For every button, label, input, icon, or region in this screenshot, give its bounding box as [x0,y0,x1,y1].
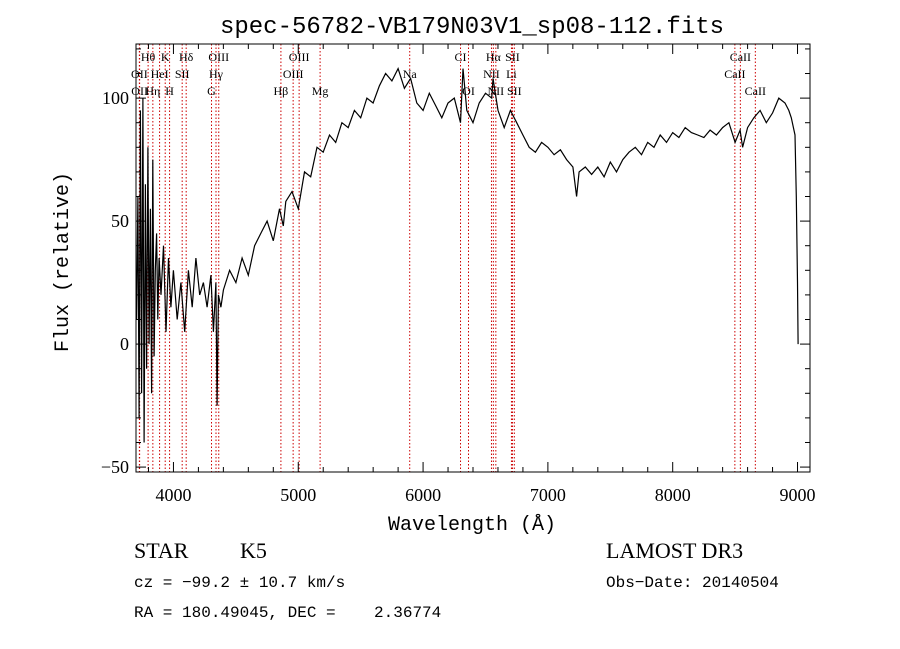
line-label-na: Na [403,67,418,81]
line-label-g: G [207,84,216,98]
line-label-sii: SII [507,84,522,98]
line-label-hη: Hη [145,84,160,98]
object-class: STAR [134,538,189,563]
line-label-caii: CaII [730,50,751,64]
line-label-mg: Mg [312,84,329,98]
x-tick-label: 5000 [280,485,316,505]
x-axis-label: Wavelength (Å) [388,514,556,537]
line-label-hγ: Hγ [209,67,224,81]
line-label-oiii: OIII [289,50,310,64]
line-label-hθ: Hθ [141,50,156,64]
redshift-text: cz = −99.2 ± 10.7 km/s [134,574,346,592]
line-label-caii: CaII [745,84,766,98]
survey-name: LAMOST DR3 [606,538,744,563]
x-tick-label: 9000 [780,485,816,505]
spectrum-line [136,67,799,443]
line-label-h: H [165,84,174,98]
line-label-hβ: Hβ [274,84,289,98]
line-label-oii: OII [131,84,148,98]
line-label-sii: SII [175,67,190,81]
axis-ticks [136,44,810,472]
chart-title: spec-56782-VB179N03V1_sp08-112.fits [220,14,724,41]
line-label-sii: SII [505,50,520,64]
x-tick-label: 7000 [530,485,566,505]
line-label-k: K [161,50,170,64]
object-subclass: K5 [240,538,267,563]
x-tick-label: 6000 [405,485,441,505]
y-tick-label: 50 [111,211,129,231]
spectral-line-markers [138,44,756,472]
line-label-hδ: Hδ [179,50,194,64]
x-tick-label: 4000 [155,485,191,505]
line-label-hα: Hα [486,50,502,64]
observation-date: Obs−Date: 20140504 [606,574,779,592]
x-tick-label: 8000 [655,485,691,505]
line-label-caii: CaII [724,67,745,81]
y-tick-label: −50 [101,457,129,477]
coordinates-text: RA = 180.49045, DEC = 2.36774 [134,604,442,622]
axis-tick-labels: 4000 5000 6000 7000 8000 9000 −50 0 50 100 [101,88,816,505]
line-label-oiii: OIII [208,50,229,64]
line-label-li: Li [506,67,517,81]
line-label-hei: HeI [151,67,169,81]
line-label-nii: NII [483,67,500,81]
y-tick-label: 100 [102,88,129,108]
line-label-ci: CI [455,50,467,64]
plot-frame [135,43,811,473]
y-tick-label: 0 [120,334,129,354]
y-axis-label: Flux (relative) [52,172,75,352]
line-label-oiii: OIII [283,67,304,81]
